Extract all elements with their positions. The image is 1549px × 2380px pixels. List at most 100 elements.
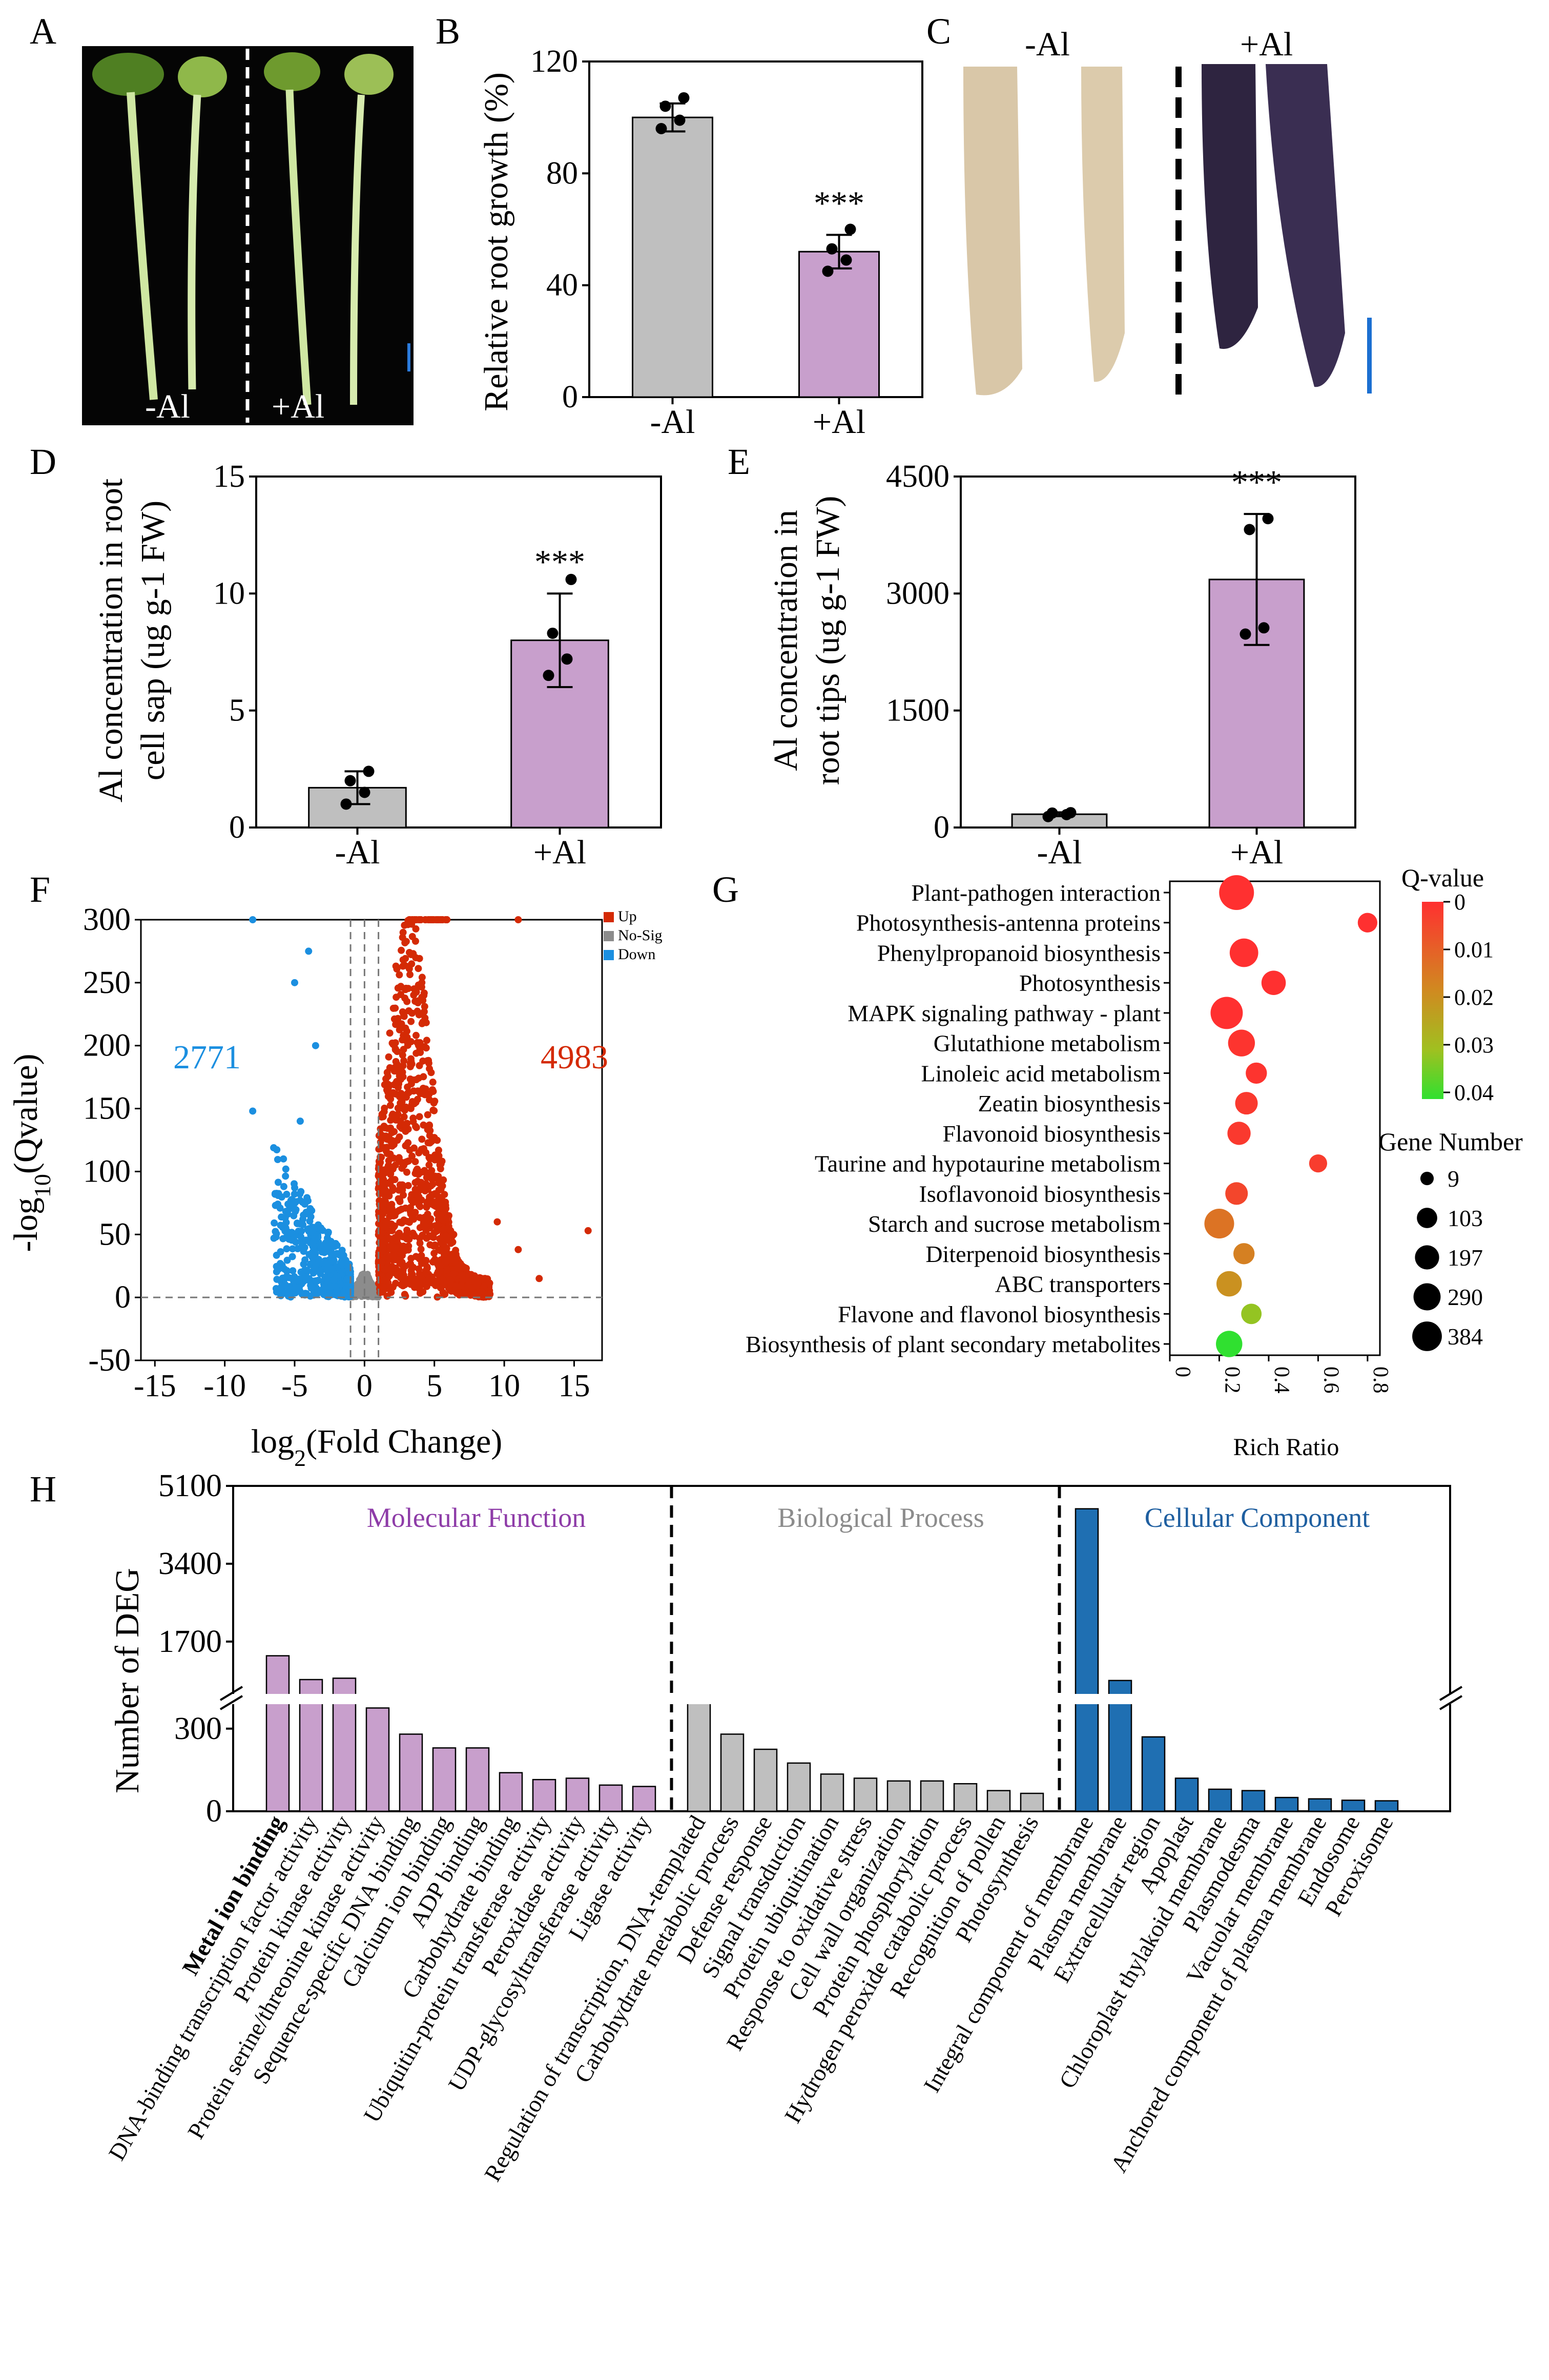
down-point xyxy=(296,1190,304,1198)
g-bubble xyxy=(1228,1029,1255,1057)
d-point xyxy=(363,765,375,777)
up-point xyxy=(382,1075,390,1083)
down-point xyxy=(271,1219,278,1227)
colorbar-title: Q-value xyxy=(1401,863,1484,892)
nosig-point xyxy=(360,1277,367,1284)
colorbar-ticks: 0 0.01 0.02 0.03 0.04 xyxy=(1443,889,1494,1105)
down-point xyxy=(291,1180,298,1188)
down-point xyxy=(315,1276,322,1284)
up-point xyxy=(426,1065,433,1072)
h-bar xyxy=(399,1733,423,1812)
size-legend-label: 290 xyxy=(1448,1284,1483,1310)
g-term-label: Zeatin biosynthesis xyxy=(978,1090,1161,1116)
up-point xyxy=(420,1145,427,1152)
up-point xyxy=(386,1029,394,1037)
e-point xyxy=(1244,524,1255,535)
up-point xyxy=(386,1102,394,1109)
up-point xyxy=(442,916,450,923)
e-frame xyxy=(960,475,1356,829)
up-point xyxy=(402,1127,409,1135)
down-point xyxy=(273,1275,281,1283)
up-point xyxy=(429,1233,437,1240)
b-xtick-label: +Al xyxy=(813,403,865,441)
down-point xyxy=(302,1210,310,1217)
root-2 xyxy=(1081,67,1125,382)
photo-c-label-minus: -Al xyxy=(1025,26,1070,63)
size-legend-label: 9 xyxy=(1448,1166,1459,1192)
up-point xyxy=(443,1245,450,1252)
down-point xyxy=(298,1227,305,1235)
up-point xyxy=(378,1110,386,1118)
down-point xyxy=(249,916,257,923)
up-point xyxy=(378,1230,386,1237)
down-point xyxy=(324,1228,332,1236)
up-point xyxy=(430,1107,438,1114)
d-point xyxy=(565,573,577,585)
nosig-point xyxy=(359,1271,365,1278)
b-ytick-label: 0 xyxy=(562,380,578,415)
h-axis-break xyxy=(213,1694,1471,1704)
panel-c: C -Al +Al xyxy=(926,11,1372,396)
g-term-label: Photosynthesis xyxy=(1019,970,1161,996)
up-point xyxy=(410,1284,418,1291)
b-point xyxy=(659,100,671,112)
up-point xyxy=(405,1235,413,1243)
up-point xyxy=(410,1144,418,1152)
up-point xyxy=(422,1044,430,1052)
h-bar xyxy=(1241,1790,1266,1812)
down-point xyxy=(318,1248,326,1256)
d-plot: 0 5 10 15 -Al +Al *** xyxy=(213,459,609,871)
down-point xyxy=(321,1284,328,1292)
h-break-mark xyxy=(219,1686,243,1701)
up-point xyxy=(393,1079,400,1086)
down-point xyxy=(311,1264,319,1272)
d-ytick-label: 15 xyxy=(213,459,245,494)
down-point xyxy=(278,1213,285,1221)
f-ytick-label: 150 xyxy=(83,1091,131,1126)
up-point xyxy=(409,1211,417,1218)
e-ytick-label: 0 xyxy=(934,810,949,845)
h-group-title: Cellular Component xyxy=(1145,1502,1370,1533)
h-ytick-label: 3400 xyxy=(158,1546,222,1581)
up-point xyxy=(430,1242,438,1250)
f-xtick-label: -15 xyxy=(134,1369,176,1403)
up-point xyxy=(514,1246,522,1253)
up-count: 4983 xyxy=(541,1039,608,1076)
h-bar xyxy=(1174,1777,1199,1812)
up-point xyxy=(416,1203,424,1210)
down-point xyxy=(281,1281,289,1289)
root-4 xyxy=(1266,64,1345,387)
up-point xyxy=(386,1150,394,1158)
up-point xyxy=(427,1215,435,1223)
e-xtick-label: -Al xyxy=(1037,834,1082,871)
down-point xyxy=(273,1263,280,1270)
up-point xyxy=(474,1288,482,1296)
down-point xyxy=(271,1190,279,1198)
up-point xyxy=(416,1113,423,1121)
up-point xyxy=(407,1018,415,1025)
up-point xyxy=(430,1099,438,1107)
g-bubble xyxy=(1235,1092,1258,1115)
down-point xyxy=(283,1256,291,1264)
up-point xyxy=(410,991,418,999)
up-point xyxy=(421,1003,428,1010)
f-xtick-label: 5 xyxy=(426,1369,442,1403)
up-point xyxy=(399,956,407,964)
scale-bar-c xyxy=(1367,318,1372,394)
h-break-mark xyxy=(219,1695,243,1710)
down-point xyxy=(300,1248,307,1255)
f-xlabel: log2(Fold Change) xyxy=(251,1423,502,1471)
down-point xyxy=(274,1155,281,1163)
nosig-point xyxy=(364,1271,371,1277)
down-point xyxy=(282,1234,290,1241)
g-xtick-label: 0.4 xyxy=(1270,1367,1293,1394)
up-point xyxy=(435,1146,442,1154)
d-point xyxy=(561,653,573,665)
up-point xyxy=(402,938,410,945)
h-bar xyxy=(687,1699,711,1812)
up-point xyxy=(411,998,419,1005)
up-point xyxy=(431,1198,439,1206)
down-point xyxy=(333,1288,341,1295)
down-point xyxy=(291,979,298,986)
